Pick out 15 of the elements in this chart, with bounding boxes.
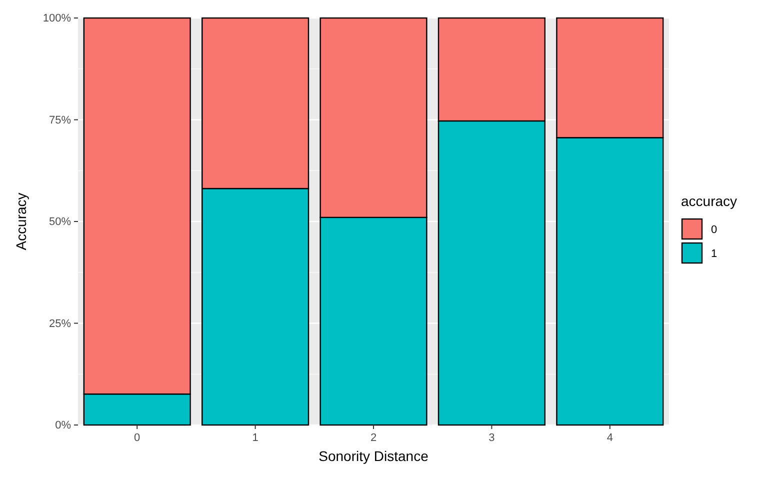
legend-label: 0	[711, 224, 718, 236]
x-tick-label: 0	[134, 432, 140, 444]
x-tick-label: 1	[252, 432, 258, 444]
y-tick-label: 0%	[55, 420, 72, 432]
y-axis-title: Accuracy	[13, 192, 29, 250]
y-tick-label: 50%	[48, 216, 72, 228]
y-tick-label: 25%	[48, 318, 72, 330]
x-tick-label: 3	[488, 432, 495, 444]
y-tick-label: 75%	[48, 114, 72, 126]
x-axis-title: Sonority Distance	[318, 448, 429, 464]
legend-label: 1	[711, 248, 718, 260]
x-tick-label: 2	[370, 432, 377, 444]
legend-title: accuracy	[681, 193, 738, 209]
x-tick-label: 4	[606, 432, 613, 444]
y-tick-label: 100%	[42, 12, 72, 25]
